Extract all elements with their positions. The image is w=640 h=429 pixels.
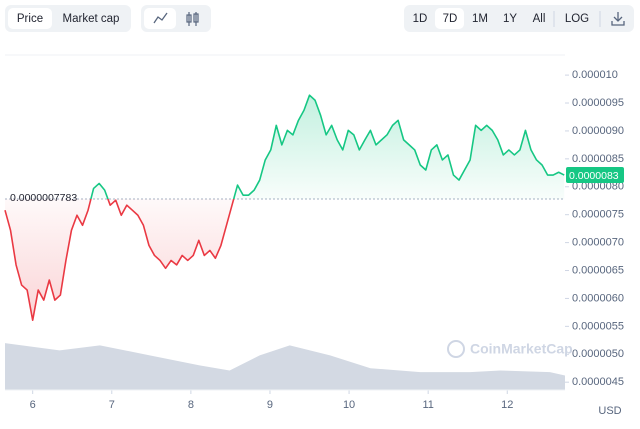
- range-button[interactable]: All: [533, 13, 546, 25]
- x-tick-label: 6: [30, 399, 36, 411]
- x-tick-label: 8: [188, 399, 194, 411]
- watermark: CoinMarketCap: [470, 341, 573, 357]
- price-area: [5, 95, 565, 321]
- last-price-box: [566, 167, 624, 184]
- y-tick-label: 0.0000075: [572, 209, 624, 221]
- y-tick-label: 0.0000055: [572, 320, 624, 332]
- download-button[interactable]: [611, 12, 625, 26]
- y-tick-label: 0.0000045: [572, 376, 624, 388]
- x-tick-label: 9: [267, 399, 273, 411]
- candle-icon[interactable]: [186, 12, 199, 26]
- line-icon: [153, 12, 168, 24]
- range-button[interactable]: 1D: [413, 13, 428, 25]
- range-button[interactable]: 7D: [443, 13, 458, 25]
- y-tick-label: 0.0000065: [572, 264, 624, 276]
- x-tick-label: 12: [501, 399, 513, 411]
- plot: 0.00000077830.0000100.00000950.00000900.…: [4, 69, 624, 411]
- y-tick-label: 0.0000095: [572, 97, 624, 109]
- range-selected: [435, 8, 464, 29]
- watermark-logo: [447, 340, 465, 358]
- price-button[interactable]: Price: [17, 13, 43, 25]
- view-selected: [8, 8, 52, 29]
- y-tick-label: 0.000010: [572, 69, 618, 81]
- y-tick-label: 0.0000050: [572, 348, 624, 360]
- log-button[interactable]: LOG: [565, 13, 589, 25]
- y-tick-label: 0.0000090: [572, 125, 624, 137]
- x-tick-label: 11: [422, 399, 433, 411]
- x-tick-label: 10: [343, 399, 355, 411]
- y-tick-label: 0.0000060: [572, 292, 624, 304]
- y-tick-label: 0.0000085: [572, 153, 624, 165]
- last-price-label: 0.0000083: [569, 170, 619, 182]
- range-button[interactable]: 1Y: [503, 13, 517, 25]
- x-tick-label: 7: [109, 399, 115, 411]
- currency: USD: [598, 405, 621, 417]
- range-button[interactable]: 1M: [472, 13, 488, 25]
- market-cap-button[interactable]: Market cap: [63, 13, 120, 25]
- price-line: [4, 94, 565, 322]
- y-tick-label: 0.0000080: [572, 181, 624, 193]
- y-tick-label: 0.0000070: [572, 237, 624, 249]
- volume-area: [5, 343, 565, 390]
